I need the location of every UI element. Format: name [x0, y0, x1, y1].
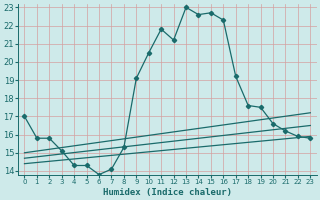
X-axis label: Humidex (Indice chaleur): Humidex (Indice chaleur) [103, 188, 232, 197]
